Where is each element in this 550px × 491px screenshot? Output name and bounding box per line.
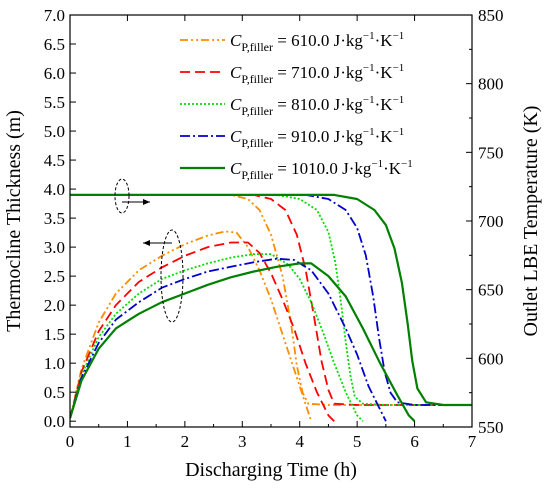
y-right-tick-label: 800 xyxy=(478,75,504,94)
y-left-tick-label: 2.0 xyxy=(44,296,65,315)
series-3-thickness-line xyxy=(70,257,387,422)
series-1-temperature-line xyxy=(70,194,472,406)
x-tick-label: 0 xyxy=(66,432,75,451)
x-axis-title: Discharging Time (h) xyxy=(185,459,357,481)
legend-label-1: CP,filler = 710.0 J·kg−1·K−1 xyxy=(230,62,404,86)
y-left-tick-label: 0.0 xyxy=(44,412,65,431)
series-4-temperature-line xyxy=(70,193,472,407)
y-left-tick-label: 4.0 xyxy=(44,180,65,199)
x-tick-label: 2 xyxy=(181,432,190,451)
y-right-tick-label: 700 xyxy=(478,212,504,231)
y-left-tick-label: 5.0 xyxy=(44,122,65,141)
x-tick-label: 3 xyxy=(238,432,247,451)
y-axis-left-title: Thermocline Thickness (m) xyxy=(3,110,25,332)
right-arrow-head-icon xyxy=(143,199,150,205)
y-left-tick-label: 3.5 xyxy=(44,209,65,228)
y-left-tick-label: 6.5 xyxy=(44,35,65,54)
series-4-thickness-line xyxy=(70,262,416,422)
series-1-thickness-line xyxy=(70,241,335,422)
y-left-tick-label: 1.5 xyxy=(44,325,65,344)
left-axis-indicator-ellipse xyxy=(160,229,184,323)
x-tick-label: 7 xyxy=(468,432,477,451)
series-0-thickness-line xyxy=(70,230,313,422)
y-left-tick-label: 5.5 xyxy=(44,93,65,112)
y-right-tick-label: 550 xyxy=(478,418,504,437)
legend-label-0: CP,filler = 610.0 J·kg−1·K−1 xyxy=(230,30,404,54)
y-right-tick-label: 650 xyxy=(478,281,504,300)
y-right-tick-label: 850 xyxy=(478,6,504,25)
y-axis-right-title: Outlet LBE Temperature (K) xyxy=(520,106,542,337)
legend-label-2: CP,filler = 810.0 J·kg−1·K−1 xyxy=(230,94,404,118)
x-tick-label: 5 xyxy=(353,432,362,451)
left-arrow-head-icon xyxy=(143,240,150,246)
y-left-tick-label: 2.5 xyxy=(44,267,65,286)
series-3-temperature-line xyxy=(70,194,472,406)
y-left-tick-label: 7.0 xyxy=(44,6,65,25)
plot-area xyxy=(70,15,472,427)
x-tick-label: 4 xyxy=(295,432,304,451)
x-tick-label: 1 xyxy=(123,432,132,451)
y-right-tick-label: 750 xyxy=(478,143,504,162)
y-left-tick-label: 3.0 xyxy=(44,238,65,257)
y-left-tick-label: 6.0 xyxy=(44,64,65,83)
series-2-thickness-line xyxy=(70,253,364,422)
x-tick-label: 6 xyxy=(410,432,419,451)
series-2-temperature-line xyxy=(70,194,472,406)
right-axis-indicator-ellipse xyxy=(114,178,130,214)
legend: CP,filler = 610.0 J·kg−1·K−1 CP,filler = … xyxy=(180,30,413,182)
legend-label-4: CP,filler = 1010.0 J·kg−1·K−1 xyxy=(230,158,413,182)
y-left-tick-label: 0.5 xyxy=(44,383,65,402)
y-left-tick-label: 1.0 xyxy=(44,354,65,373)
y-left-tick-label: 4.5 xyxy=(44,151,65,170)
y-right-tick-label: 600 xyxy=(478,349,504,368)
legend-label-3: CP,filler = 910.0 J·kg−1·K−1 xyxy=(230,126,404,150)
series-0-temperature-line xyxy=(70,194,472,406)
